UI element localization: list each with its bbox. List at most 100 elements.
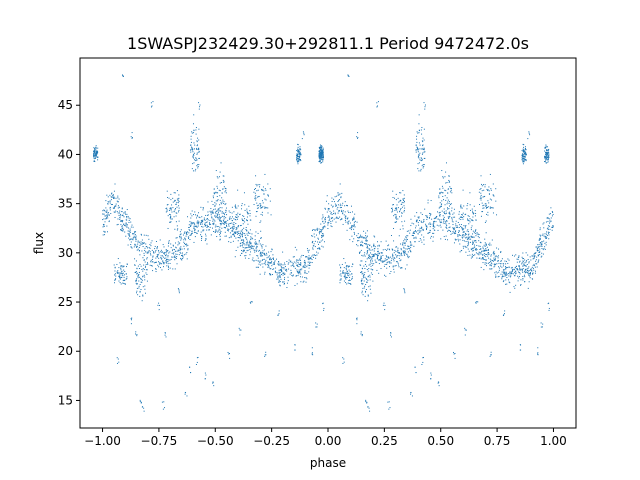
data-point (462, 212, 464, 214)
data-point (185, 253, 187, 255)
data-point (152, 258, 154, 260)
data-point (158, 257, 160, 259)
data-point (547, 159, 549, 161)
data-point (479, 198, 481, 200)
data-point (489, 198, 491, 200)
data-point (539, 251, 541, 253)
data-point (222, 188, 224, 190)
data-point (209, 229, 211, 231)
data-point (278, 272, 280, 274)
data-point (486, 249, 488, 251)
data-point (295, 275, 297, 277)
data-point (361, 270, 363, 272)
data-point (166, 259, 168, 261)
data-point (235, 207, 236, 209)
data-point (264, 207, 266, 209)
data-point (321, 145, 323, 147)
data-point (342, 357, 344, 359)
data-point (260, 253, 262, 255)
data-point (322, 227, 324, 229)
data-point (120, 272, 122, 274)
data-point (497, 257, 499, 259)
data-point (337, 206, 339, 208)
data-point (378, 244, 380, 246)
data-point (438, 212, 440, 214)
data-point (427, 217, 429, 219)
data-point (181, 238, 183, 240)
data-point (163, 253, 165, 255)
data-point (401, 255, 403, 257)
data-point (278, 264, 280, 266)
data-point (542, 233, 544, 235)
data-point (502, 263, 504, 265)
data-point (163, 263, 165, 265)
data-point (548, 152, 550, 154)
data-point (440, 226, 442, 228)
data-point (194, 228, 196, 230)
data-point (217, 225, 219, 227)
data-point (141, 300, 143, 302)
data-point (532, 258, 534, 260)
data-point (197, 220, 199, 222)
data-point (423, 229, 425, 231)
data-point (119, 275, 121, 277)
data-point (348, 75, 350, 77)
data-point (347, 221, 349, 223)
data-point (134, 231, 136, 233)
data-point (445, 213, 447, 215)
data-point (532, 264, 534, 266)
data-point (104, 221, 106, 223)
data-point (128, 219, 130, 221)
data-point (514, 275, 516, 277)
data-point (118, 361, 120, 363)
data-point (500, 273, 502, 275)
data-point (137, 241, 139, 243)
data-point (254, 188, 255, 190)
data-point (319, 230, 321, 232)
data-point (246, 244, 248, 246)
data-point (460, 216, 462, 218)
data-point (465, 236, 467, 238)
data-point (319, 154, 321, 156)
data-point (224, 231, 226, 233)
data-point (399, 260, 401, 262)
data-point (388, 244, 390, 246)
data-point (537, 244, 539, 246)
data-point (105, 215, 107, 217)
data-point (446, 207, 448, 209)
data-point (365, 243, 367, 245)
data-point (170, 258, 172, 260)
data-point (167, 250, 169, 252)
data-point (509, 276, 511, 278)
data-point (392, 210, 394, 212)
data-point (475, 249, 477, 251)
data-point (389, 273, 391, 275)
data-point (504, 269, 506, 271)
data-point (367, 279, 369, 281)
data-point (388, 408, 390, 410)
data-point (246, 210, 248, 212)
data-point (361, 260, 363, 262)
data-point (497, 260, 499, 262)
data-point (524, 276, 526, 278)
data-point (115, 275, 117, 277)
data-point (327, 224, 329, 226)
data-point (521, 159, 523, 161)
data-point (95, 146, 97, 148)
data-point (408, 245, 410, 247)
data-point (327, 209, 329, 211)
data-point (500, 263, 502, 265)
data-point (445, 235, 447, 237)
data-point (235, 223, 237, 225)
data-point (232, 233, 234, 235)
data-point (229, 218, 231, 220)
data-point (487, 200, 489, 202)
data-point (450, 233, 452, 235)
data-point (323, 234, 325, 236)
data-point (312, 256, 314, 258)
data-point (475, 252, 477, 254)
data-point (169, 262, 171, 264)
data-point (191, 149, 193, 151)
data-point (238, 327, 240, 329)
data-point (140, 265, 142, 267)
